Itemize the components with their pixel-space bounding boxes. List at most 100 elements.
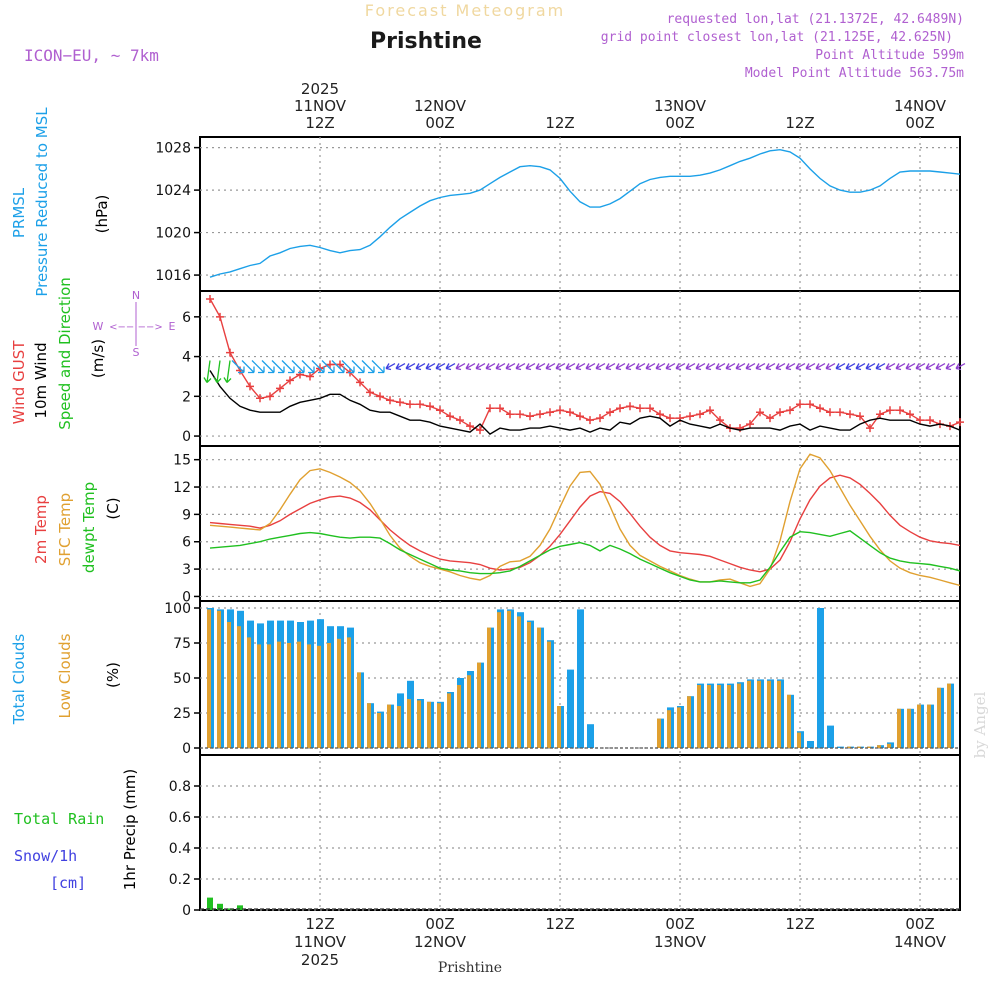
wind-direction-arrow	[371, 360, 385, 374]
panel-label: 2m Temp	[32, 495, 50, 564]
gust-marker	[356, 378, 364, 387]
wind-direction-arrow	[223, 360, 232, 383]
arrow-shape	[845, 362, 856, 371]
gust-marker	[746, 420, 754, 429]
low-cloud-bar	[947, 683, 951, 748]
y-tick-label: 0.6	[169, 810, 191, 826]
gust-marker	[616, 404, 624, 413]
wind-direction-arrow	[415, 362, 426, 371]
total-cloud-bar	[587, 724, 594, 748]
arrow-shape	[945, 362, 956, 371]
low-cloud-bar	[387, 704, 391, 748]
bottom-tick-label: 00Z	[425, 915, 454, 933]
arrow-shape	[825, 362, 836, 371]
wind-direction-arrow	[455, 362, 466, 371]
low-cloud-bar	[707, 685, 711, 748]
low-cloud-bar	[227, 622, 231, 748]
y-tick-label: 0.4	[169, 841, 191, 857]
gust-marker	[886, 406, 894, 415]
arrow-shape	[405, 362, 416, 371]
gust-marker	[916, 416, 924, 425]
y-tick-label: 4	[182, 350, 191, 366]
location-title: Prishtine	[370, 29, 482, 54]
wind-direction-arrow	[475, 362, 486, 371]
low-cloud-bar	[307, 644, 311, 748]
panel-label: PRMSL	[10, 187, 28, 238]
top-tick-label: 12Z	[785, 114, 814, 132]
arrow-shape	[695, 362, 706, 371]
wind-direction-arrow	[865, 362, 876, 371]
wind-direction-arrow	[765, 362, 776, 371]
footer-location: Prishtine	[438, 960, 502, 976]
arrow-shape	[935, 362, 946, 371]
gust-marker	[576, 412, 584, 421]
wind-direction-arrow	[805, 362, 816, 371]
panel-label: Total Rain	[14, 810, 104, 828]
arrow-shape	[775, 362, 786, 371]
wind-direction-arrow	[955, 362, 966, 371]
gust-marker	[606, 408, 614, 417]
arrow-shape	[371, 360, 385, 374]
arrow-shape	[735, 362, 746, 371]
gust-marker	[826, 408, 834, 417]
low-cloud-bar	[507, 610, 511, 748]
wind-direction-arrow	[755, 362, 766, 371]
gust-marker	[256, 394, 264, 403]
gridpoint-coords: grid point closest lon,lat (21.125E, 42.…	[601, 30, 953, 45]
arrow-shape	[445, 362, 456, 371]
arrow-shape	[261, 360, 275, 374]
arrow-shape	[905, 362, 916, 371]
wind-direction-arrow	[815, 362, 826, 371]
bottom-tick-label: 00Z	[905, 915, 934, 933]
gust-marker	[456, 416, 464, 425]
low-cloud-bar	[557, 706, 561, 748]
arrow-shape	[655, 362, 666, 371]
gust-marker	[216, 312, 224, 321]
low-cloud-bar	[207, 609, 211, 748]
arrow-shape	[311, 360, 325, 374]
bottom-tick-label: 12Z	[545, 915, 574, 933]
wind-direction-arrow	[301, 360, 315, 374]
arrow-shape	[203, 360, 212, 383]
gust-marker	[446, 412, 454, 421]
arrow-shape	[231, 360, 245, 374]
wind-direction-arrow	[465, 362, 476, 371]
gust-marker	[526, 412, 534, 421]
wind-direction-arrow	[261, 360, 275, 374]
compass-e: E	[169, 320, 176, 333]
arrow-shape	[485, 362, 496, 371]
wind-direction-arrow	[835, 362, 846, 371]
arrow-shape	[465, 362, 476, 371]
low-cloud-bar	[477, 662, 481, 748]
wind-direction-arrow	[705, 362, 716, 371]
top-tick-label: 00Z	[425, 114, 454, 132]
arrow-shape	[765, 362, 776, 371]
wind-direction-arrow	[535, 362, 546, 371]
arrow-shape	[665, 362, 676, 371]
wind-direction-arrow	[725, 362, 736, 371]
y-tick-label: 6	[182, 535, 191, 551]
gust-marker	[306, 372, 314, 381]
wind-direction-arrow	[635, 362, 646, 371]
bottom-tick-label: 2025	[301, 951, 339, 969]
arrow-shape	[505, 362, 516, 371]
wind-direction-arrow	[715, 362, 726, 371]
gust-marker	[816, 404, 824, 413]
low-cloud-bar	[417, 700, 421, 748]
model-label: ICON−EU, ~ 7km	[24, 46, 159, 65]
y-tick-label: 1028	[155, 141, 191, 157]
wind-direction-arrow	[895, 362, 906, 371]
arrow-shape	[675, 362, 686, 371]
low-cloud-bar	[687, 696, 691, 748]
wind-direction-arrow	[405, 362, 416, 371]
wind-direction-arrow	[625, 362, 636, 371]
gust-marker	[856, 412, 864, 421]
arrow-shape	[341, 360, 355, 374]
y-axis-label: (m/s)	[89, 339, 107, 378]
top-tick-label: 00Z	[905, 114, 934, 132]
wind-direction-arrow	[775, 362, 786, 371]
top-tick-label: 00Z	[665, 114, 694, 132]
low-cloud-bar	[737, 683, 741, 748]
arrow-shape	[885, 362, 896, 371]
